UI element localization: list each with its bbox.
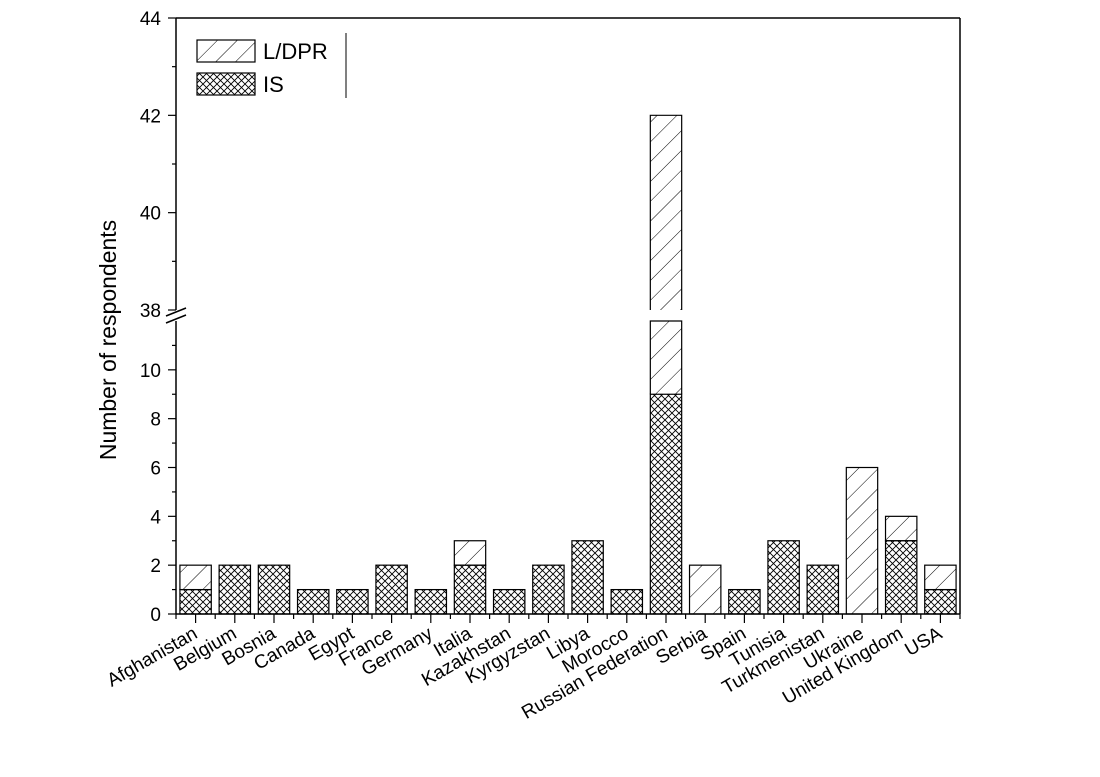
legend-swatch-is	[196, 72, 256, 96]
bar-ldpr-13-lower	[649, 320, 683, 395]
bar-ldpr-8	[453, 540, 487, 566]
x-category-label: USA	[902, 623, 947, 661]
bar-ldpr-14	[688, 564, 722, 615]
bar-ldpr-19	[884, 515, 918, 542]
legend-swatch-ldpr	[196, 39, 256, 63]
legend-label-is: IS	[263, 72, 284, 97]
y-tick-label-4: 4	[150, 507, 161, 528]
y-tick-label-42: 42	[140, 106, 161, 127]
bar-is-2	[218, 564, 252, 615]
bar-ldpr-1	[179, 564, 212, 591]
axis-break-mark	[165, 314, 187, 324]
y-axis-title: Number of respondents	[95, 220, 121, 460]
y-tick-label-6: 6	[150, 459, 161, 480]
bar-is-16	[767, 540, 800, 615]
bar-ldpr-20	[924, 564, 957, 591]
bar-ldpr-18	[845, 466, 879, 615]
y-tick-label-10: 10	[140, 361, 161, 382]
bar-is-15	[728, 588, 761, 615]
bar-is-10	[532, 564, 565, 615]
bar-is-11	[571, 540, 604, 615]
bar-is-3	[257, 564, 291, 615]
bar-is-12	[610, 588, 644, 615]
y-tick-label-38: 38	[140, 301, 161, 322]
y-tick-label-8: 8	[150, 410, 161, 431]
bar-is-9	[492, 588, 526, 615]
bar-is-7	[414, 588, 448, 615]
bar-is-20	[924, 588, 957, 615]
bar-is-19	[884, 540, 918, 615]
bar-is-5	[336, 588, 369, 615]
bar-is-8	[453, 564, 487, 615]
bar-is-4	[296, 588, 330, 615]
y-tick-label-0: 0	[150, 605, 161, 626]
y-tick-label-2: 2	[150, 556, 161, 577]
bar-is-17	[806, 564, 840, 615]
axis-break-mark	[165, 307, 187, 317]
legend-label-ldpr: L/DPR	[263, 39, 328, 64]
bar-is-1	[179, 588, 212, 615]
y-tick-label-40: 40	[140, 204, 161, 225]
y-tick-label-44: 44	[140, 9, 162, 30]
legend: L/DPR IS	[196, 33, 347, 98]
bar-is-6	[375, 564, 408, 615]
bar-is-13	[649, 393, 683, 615]
bar-ldpr-13-upper	[649, 114, 683, 310]
